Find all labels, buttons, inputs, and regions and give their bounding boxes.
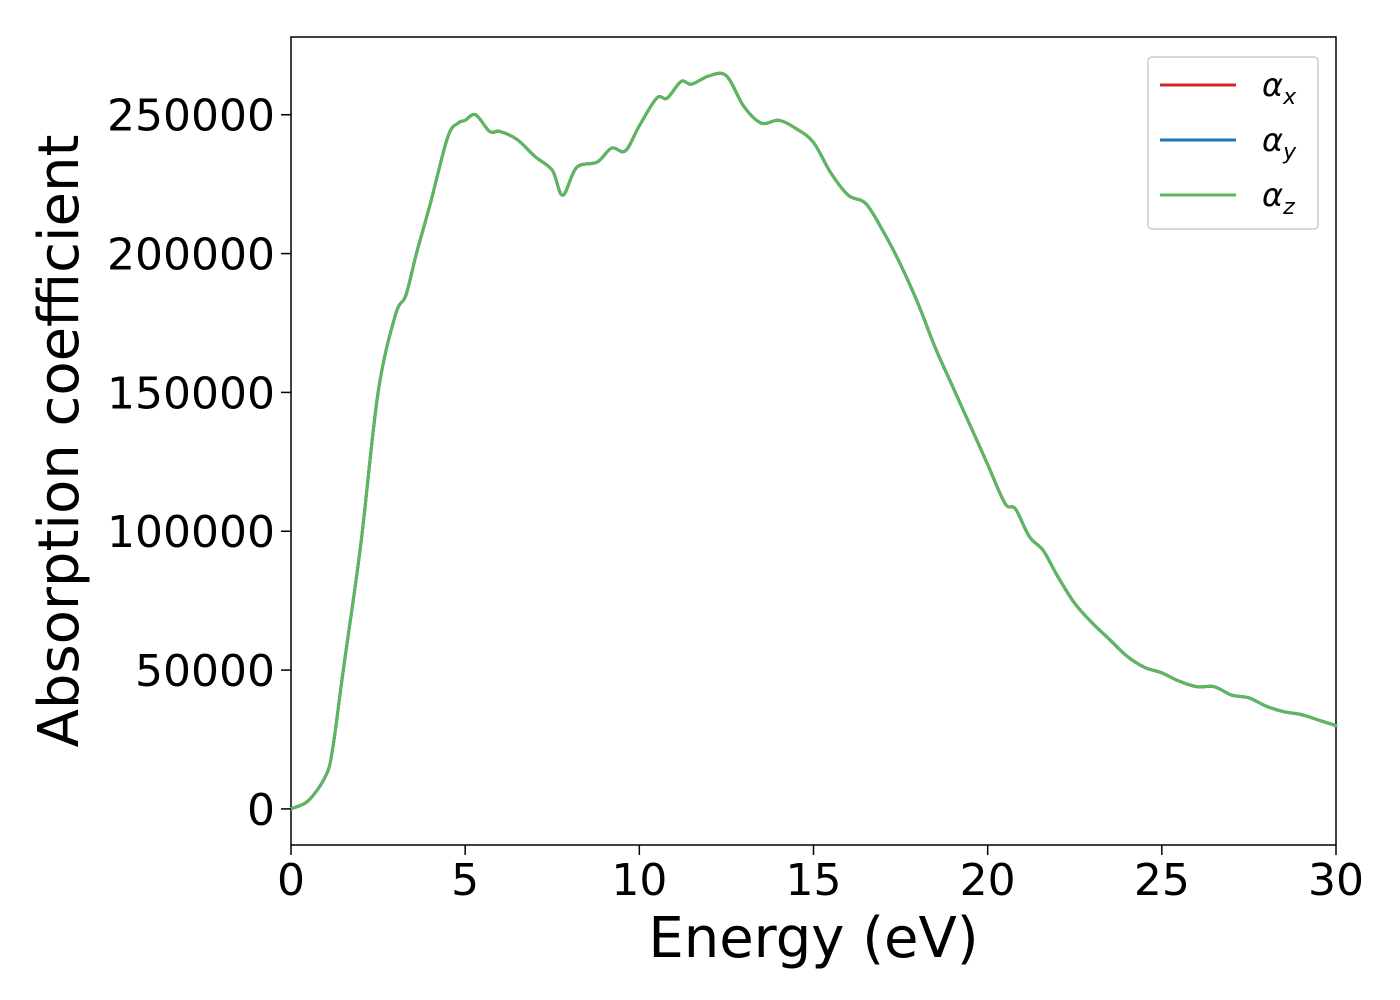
series-line-z [289, 71, 1338, 811]
y-tick-label: 200000 [107, 230, 275, 281]
x-axis-title: Energy (eV) [648, 906, 978, 971]
x-tick-label: 30 [1308, 855, 1364, 906]
legend-label-z: αz [1262, 176, 1295, 220]
x-tick-label: 25 [1134, 855, 1190, 906]
y-tick-label: 50000 [135, 646, 275, 697]
x-tick-label: 0 [277, 855, 305, 906]
x-tick-label: 5 [451, 855, 479, 906]
y-axis: 0 50000 100000 150000 200000 250000 [107, 91, 291, 836]
y-axis-title: Absorption coefficient [27, 135, 92, 748]
y-tick-label: 250000 [107, 91, 275, 142]
legend-box [1147, 56, 1319, 230]
x-axis: 0 5 10 15 20 25 30 [277, 845, 1364, 906]
y-tick-label: 150000 [107, 368, 275, 419]
legend-label-y: αy [1262, 121, 1297, 165]
y-tick-label: 100000 [107, 507, 275, 558]
legend: αx αy αz [1147, 56, 1319, 230]
x-tick-label: 20 [960, 855, 1016, 906]
y-tick-label: 0 [247, 785, 275, 836]
series-layer [289, 71, 1338, 811]
legend-label-x: αx [1262, 66, 1297, 110]
x-tick-label: 10 [611, 855, 667, 906]
x-tick-label: 15 [786, 855, 842, 906]
